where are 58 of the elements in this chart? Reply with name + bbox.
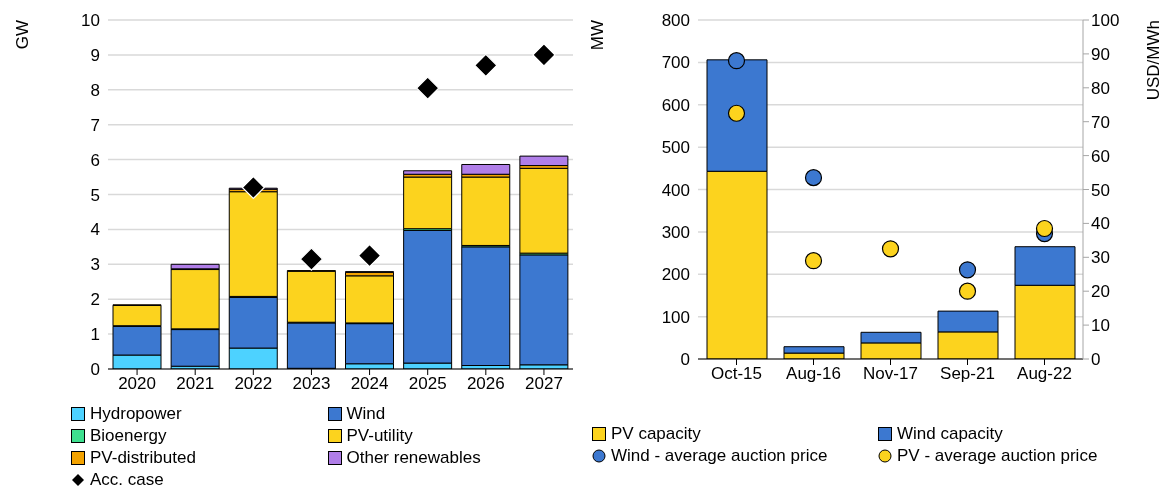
y2-tick-label: 30 [1091, 248, 1110, 268]
y-tick-label: 400 [661, 180, 690, 200]
legend-label: PV-utility [346, 425, 413, 447]
x-tick-label: 2020 [118, 374, 156, 394]
y-tick-label: 1 [90, 325, 100, 345]
x-tick-label: 2025 [408, 374, 447, 394]
y-tick-label: 9 [90, 45, 100, 65]
y-tick-label: 3 [90, 255, 100, 275]
y-tick-label: 600 [661, 95, 690, 115]
y-tick-label: 10 [81, 11, 100, 31]
y2-tick-label: 100 [1091, 11, 1120, 31]
y-tick-label: 500 [661, 138, 690, 158]
y2-tick-label: 50 [1091, 180, 1110, 200]
y-tick-label: 100 [661, 307, 690, 327]
y-tick-label: 5 [90, 185, 100, 205]
legend-label: Hydropower [90, 403, 182, 425]
x-tick-label: 2023 [292, 374, 331, 394]
y-tick-label: 8 [90, 80, 100, 100]
y-tick-label: 300 [661, 222, 690, 242]
y-tick-label: 0 [90, 360, 100, 380]
x-tick-label: 2021 [176, 374, 215, 394]
y2-tick-label: 70 [1091, 112, 1110, 132]
y-tick-label: 200 [661, 265, 690, 285]
y-tick-label: 800 [661, 11, 690, 31]
legend-label: Wind - average auction price [611, 445, 828, 467]
legend-label: Wind [346, 403, 386, 425]
y-tick-label: 700 [661, 53, 690, 73]
legend-label: Acc. case [90, 469, 164, 490]
legend-label: Other renewables [346, 447, 481, 469]
y-axis-title: MW [587, 20, 607, 51]
legend-label: Bioenergy [90, 425, 167, 447]
x-tick-label: Oct-15 [710, 364, 763, 384]
y2-tick-label: 40 [1091, 214, 1110, 234]
x-tick-label: Nov-17 [863, 364, 918, 384]
y2-tick-label: 60 [1091, 146, 1110, 166]
x-tick-label: Aug-22 [1017, 364, 1072, 384]
x-tick-label: Aug-16 [786, 364, 841, 384]
y-axis-title: GW [12, 20, 32, 50]
x-tick-label: 2022 [234, 374, 273, 394]
y-tick-label: 0 [680, 350, 690, 370]
x-tick-label: 2026 [466, 374, 505, 394]
y2-tick-label: 0 [1091, 350, 1101, 370]
legend-label: PV capacity [611, 423, 701, 445]
y-tick-label: 6 [90, 150, 100, 170]
y2-tick-label: 10 [1091, 316, 1110, 336]
y2-tick-label: 20 [1091, 282, 1110, 302]
x-tick-label: 2024 [350, 374, 389, 394]
y2-axis-title: USD/MWh [1143, 20, 1163, 101]
legend-label: Wind capacity [897, 423, 1003, 445]
legend-label: PV-distributed [90, 447, 196, 469]
x-tick-label: Sep-21 [940, 364, 995, 384]
legend-label: PV - average auction price [897, 445, 1098, 467]
y2-tick-label: 90 [1091, 44, 1110, 64]
y-tick-label: 7 [90, 115, 100, 135]
x-tick-label: 2027 [525, 374, 563, 394]
y2-tick-label: 80 [1091, 78, 1110, 98]
y-tick-label: 2 [90, 290, 100, 310]
y-tick-label: 4 [90, 220, 100, 240]
